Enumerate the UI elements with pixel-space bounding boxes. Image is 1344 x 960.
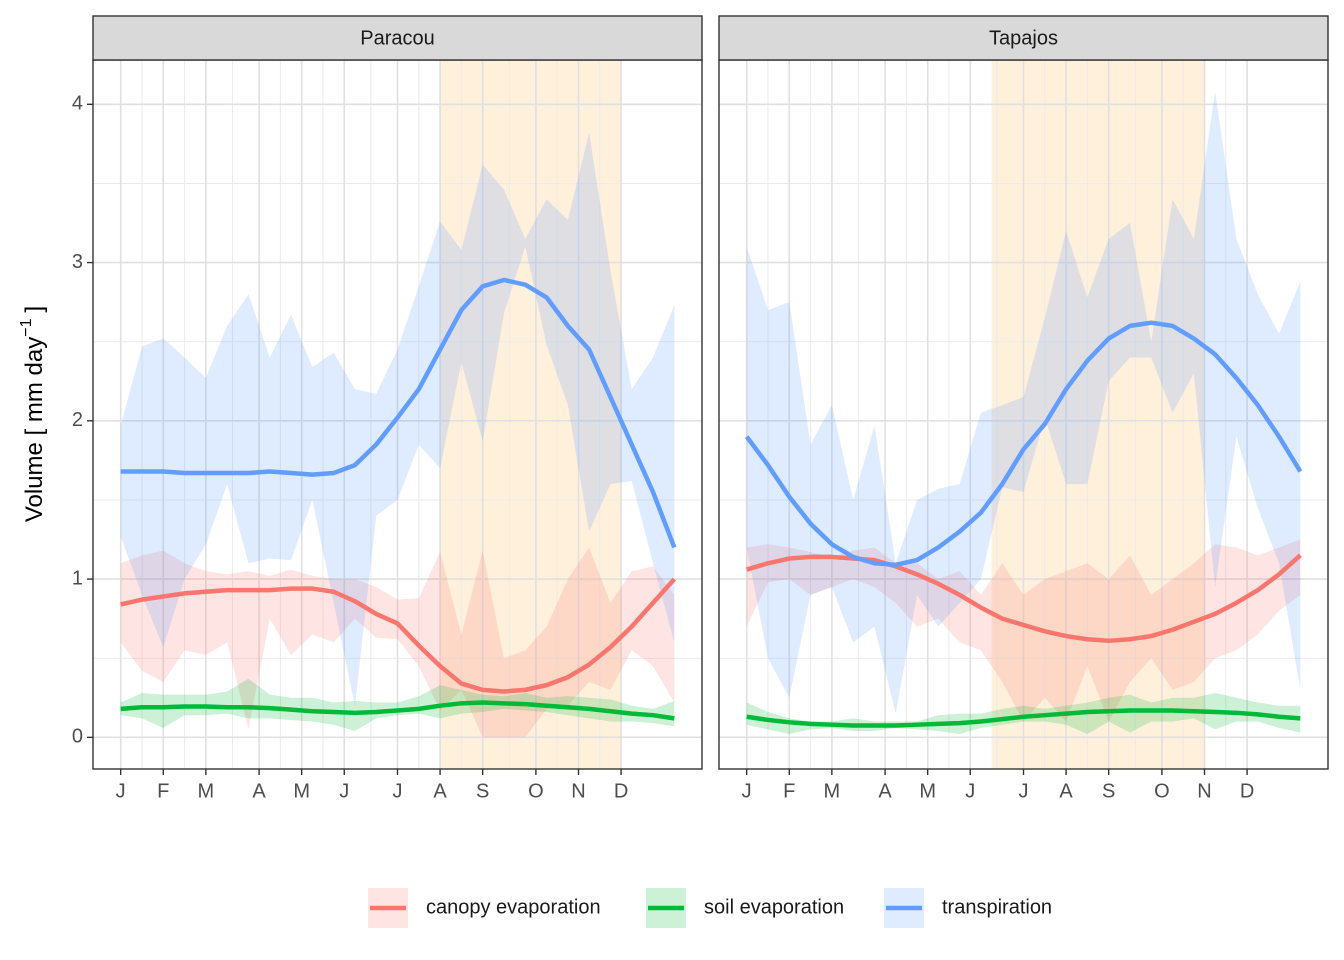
x-tick-label: M — [919, 780, 936, 802]
ribbon — [120, 547, 675, 738]
x-tick-label: J — [393, 780, 403, 802]
x-tick-label: M — [293, 780, 310, 802]
strip-title: Tapajos — [989, 27, 1058, 49]
strip — [718, 15, 1329, 61]
x-tick-label: J — [742, 780, 752, 802]
ribbon — [746, 91, 1301, 714]
x-tick-label: D — [1240, 780, 1254, 802]
y-label-text: Volume [ mm day — [21, 337, 48, 522]
x-tick-label: A — [433, 780, 447, 802]
y-tick-label: 2 — [72, 409, 83, 431]
y-label-sup: −1 — [18, 318, 35, 336]
legend-label: transpiration — [942, 896, 1052, 918]
x-tick-label: A — [252, 780, 266, 802]
strip — [92, 15, 703, 61]
x-tick-label: A — [878, 780, 892, 802]
x-tick-label: J — [965, 780, 975, 802]
x-tick-label: N — [571, 780, 585, 802]
x-tick-label: O — [528, 780, 544, 802]
season-shade — [991, 60, 1205, 769]
x-tick-label: F — [783, 780, 795, 802]
x-tick-label: S — [1102, 780, 1115, 802]
smooth-line — [120, 700, 675, 721]
y-tick-label: 4 — [72, 93, 83, 115]
x-tick-label: O — [1154, 780, 1170, 802]
x-tick-label: J — [1019, 780, 1029, 802]
x-tick-label: J — [116, 780, 126, 802]
strip-title: Paracou — [360, 27, 435, 49]
x-tick-label: M — [824, 780, 841, 802]
y-tick-label: 3 — [72, 251, 83, 273]
y-label-end: ] — [21, 306, 48, 313]
smooth-line — [746, 553, 1302, 644]
smooth-line — [120, 277, 677, 549]
x-tick-label: A — [1059, 780, 1073, 802]
x-tick-label: M — [198, 780, 215, 802]
smooth-line — [744, 320, 1303, 568]
legend-label: canopy evaporation — [426, 896, 601, 918]
x-tick-label: D — [614, 780, 628, 802]
y-tick-label: 1 — [72, 567, 83, 589]
x-tick-label: F — [157, 780, 169, 802]
smooth-line — [746, 708, 1301, 728]
smooth-line — [120, 577, 676, 694]
season-shade — [440, 60, 622, 769]
x-tick-label: S — [476, 780, 489, 802]
ribbon — [120, 678, 675, 732]
ribbon — [746, 539, 1301, 722]
x-tick-label: J — [339, 780, 349, 802]
y-axis-label: Volume [ mm day−1] — [18, 306, 48, 522]
legend-label: soil evaporation — [704, 896, 844, 918]
x-tick-label: N — [1197, 780, 1211, 802]
y-tick-label: 0 — [72, 726, 83, 748]
